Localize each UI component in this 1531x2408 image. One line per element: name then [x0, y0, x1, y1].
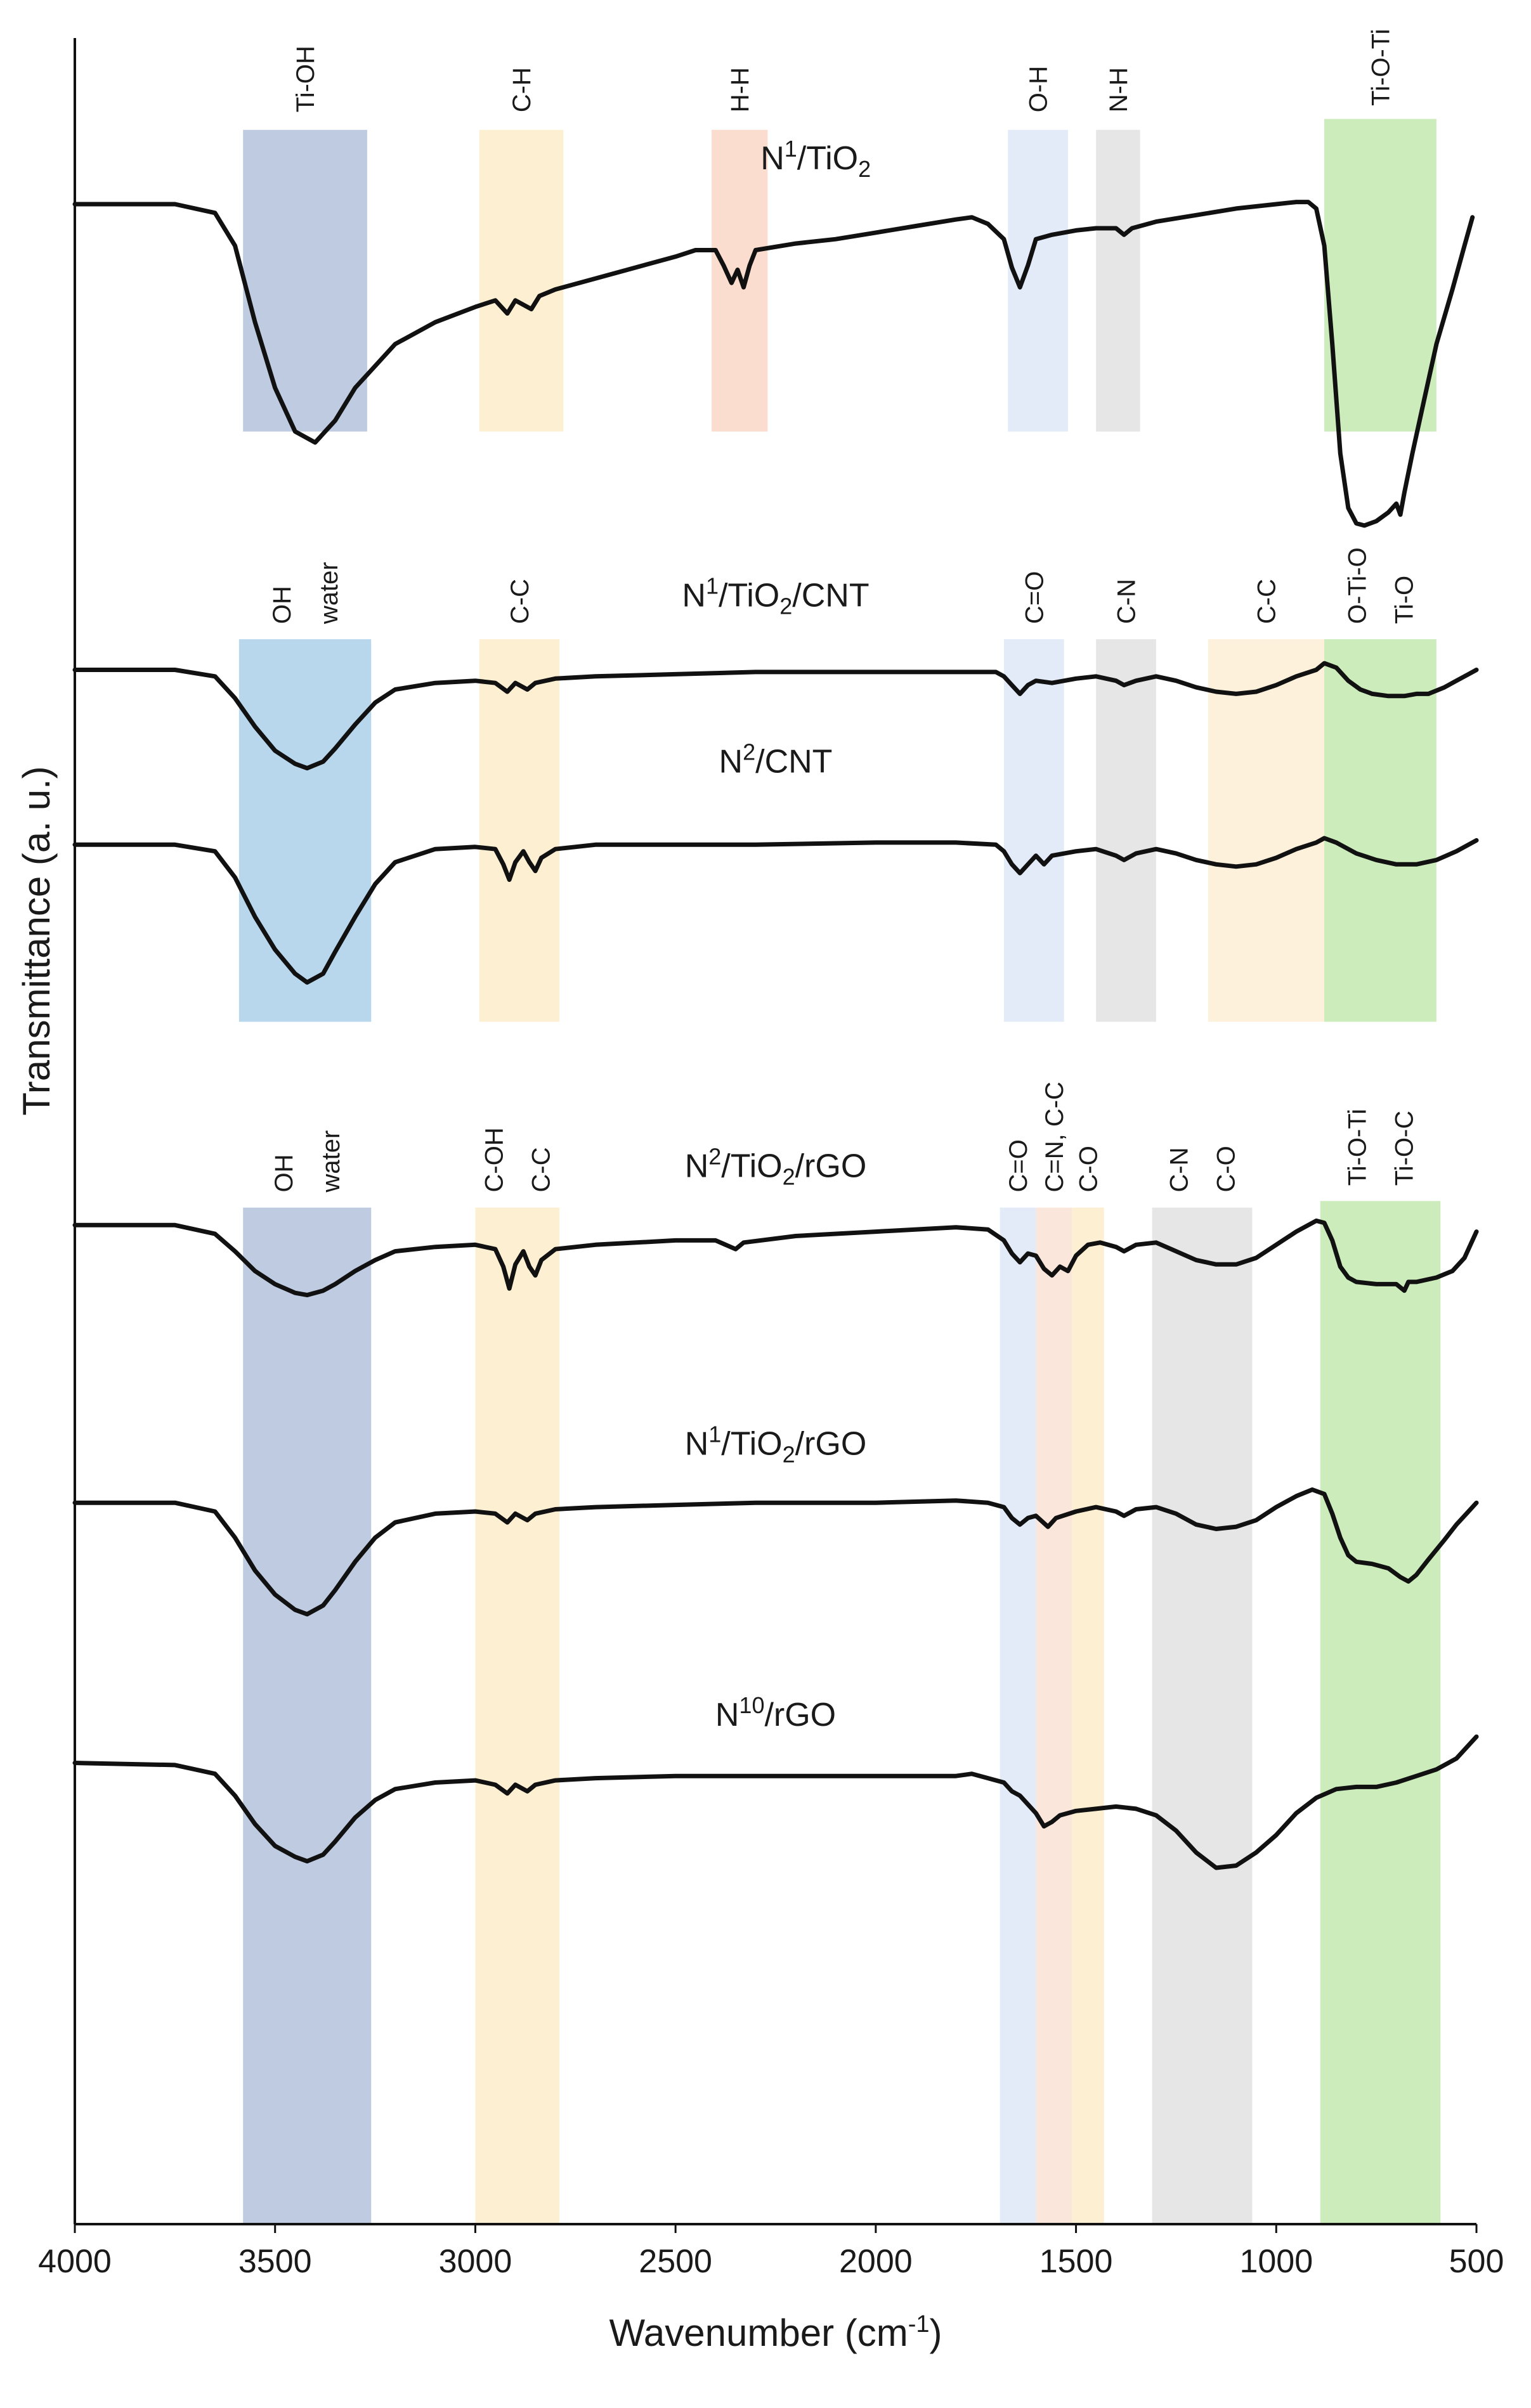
spectrum-label-6: N10/rGO [715, 1692, 836, 1733]
x-tick-label: 3000 [439, 2243, 512, 2280]
axes: 4000 3500 3000 2500 2000 1500 1000 500 [38, 38, 1504, 2280]
band-highlight [1152, 1207, 1253, 2224]
spectrum-line-5 [72, 1487, 1479, 1617]
band-label: C-OH [481, 1127, 509, 1192]
spectrum-line-6 [72, 1734, 1479, 1870]
x-tick-label: 3500 [238, 2243, 312, 2280]
band-highlight [1000, 1207, 1036, 2224]
band-label: O-Ti-O [1343, 547, 1371, 624]
spectrum-line-2 [72, 661, 1479, 771]
band-label: Ti-O-C [1391, 1111, 1419, 1186]
band-label: C-C [1253, 579, 1280, 624]
band-label: C=N, C-C [1041, 1082, 1069, 1192]
x-axis-ticks: 4000 3500 3000 2500 2000 1500 1000 500 [38, 2224, 1504, 2280]
band-label: OH [270, 1154, 298, 1192]
spectra [72, 200, 1479, 1870]
band-highlight [479, 129, 564, 432]
band-label: C=O [1005, 1139, 1033, 1192]
band-label: C-H [508, 67, 536, 112]
band-label: water [317, 1130, 345, 1193]
spectrum-label-1: N1/TiO2 [760, 136, 871, 182]
band-label: C-N [1166, 1147, 1194, 1192]
band-highlight [1072, 1207, 1104, 2224]
band-label: Ti-O-Ti [1344, 1109, 1372, 1186]
band-label: Ti-OH [292, 46, 320, 112]
band-label: Ti-O [1390, 576, 1418, 624]
band-highlight [243, 1207, 372, 2224]
band-label: C-O [1075, 1146, 1103, 1192]
band-label: H-H [726, 67, 754, 112]
spectrum-line-1 [72, 200, 1475, 528]
band-label: C-N [1112, 579, 1140, 624]
band-highlight [1324, 639, 1437, 1022]
band-highlight [1208, 639, 1325, 1022]
band-highlight [243, 129, 367, 432]
band-labels: Ti-OH C-H H-H O-H N-H Ti-O-Ti OH water C-C C=O C-N… [268, 29, 1418, 1193]
band-label: C-C [528, 1147, 556, 1192]
band-label: Ti-O-Ti [1367, 29, 1395, 106]
spectrum-line-4 [72, 1218, 1479, 1298]
spectrum-label-2: N1/TiO2/CNT [682, 573, 869, 619]
x-tick-label: 2000 [839, 2243, 913, 2280]
band-label: water [315, 562, 343, 625]
x-tick-label: 4000 [38, 2243, 112, 2280]
band-highlight [1096, 639, 1156, 1022]
band-highlight [1324, 119, 1437, 432]
band-highlight [1320, 1201, 1441, 2224]
band-label: C-C [506, 579, 534, 624]
band-highlight [1003, 639, 1064, 1022]
band-highlight [1036, 1207, 1072, 2224]
x-tick-label: 1000 [1239, 2243, 1313, 2280]
spectrum-line-3 [72, 836, 1479, 985]
band-highlight [479, 639, 560, 1022]
x-tick-label: 2500 [639, 2243, 712, 2280]
band-label: OH [268, 586, 296, 624]
band-highlight [1096, 129, 1140, 432]
band-label: C=O [1020, 571, 1048, 624]
x-tick-label: 500 [1449, 2243, 1504, 2280]
band-highlight [238, 639, 372, 1022]
spectrum-label-4: N2/TiO2/rGO [685, 1143, 867, 1189]
x-axis-title: Wavenumber (cm-1) [609, 2311, 942, 2354]
spectrum-label-5: N1/TiO2/rGO [685, 1421, 867, 1467]
spectrum-labels: N1/TiO2 N1/TiO2/CNT N2/CNT N2/TiO2/rGO N1/Ti… [682, 136, 871, 1733]
band-label: N-H [1105, 67, 1133, 112]
spectrum-label-3: N2/CNT [719, 739, 833, 780]
y-axis-title: Transmittance (a. u.) [15, 766, 58, 1115]
band-label: C-O [1213, 1146, 1241, 1192]
band-highlight [475, 1207, 560, 2224]
x-tick-label: 1500 [1039, 2243, 1113, 2280]
band-label: O-H [1025, 66, 1053, 112]
